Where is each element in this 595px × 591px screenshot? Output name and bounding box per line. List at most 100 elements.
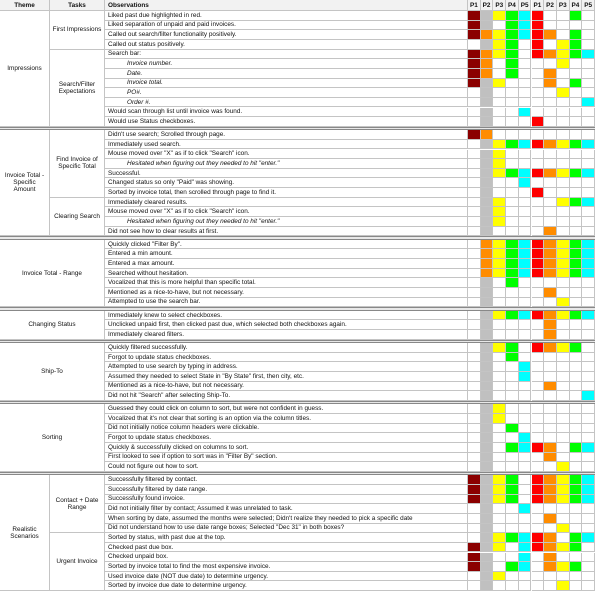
rating-cell — [582, 533, 595, 543]
rating-cell — [556, 39, 570, 50]
rating-cell — [468, 88, 481, 98]
rating-cell — [582, 404, 595, 414]
rating-cell — [480, 217, 494, 227]
rating-cell — [531, 178, 545, 189]
observation: Did not understand how to use date range… — [105, 523, 468, 534]
rating-cell — [506, 452, 519, 463]
rating-cell — [480, 178, 494, 189]
rating-cell — [582, 11, 595, 21]
rating-cell — [480, 278, 494, 288]
rating-cell — [544, 542, 557, 553]
rating-cell — [518, 423, 532, 434]
rating-cell — [556, 78, 570, 89]
rating-cell — [556, 297, 570, 308]
rating-cell — [518, 297, 532, 308]
rating-cell — [531, 226, 545, 237]
rating-cell — [493, 207, 507, 218]
rating-cell — [531, 159, 545, 169]
rating-cell — [556, 278, 570, 288]
rating-cell — [556, 462, 570, 472]
rating-cell — [531, 391, 545, 401]
rating-cell — [493, 178, 507, 189]
rating-cell — [531, 107, 545, 118]
rating-cell — [531, 452, 545, 463]
rating-cell — [493, 504, 507, 514]
rating-cell — [506, 391, 519, 401]
rating-cell — [531, 352, 545, 363]
rating-cell — [569, 207, 583, 218]
rating-cell — [569, 571, 583, 582]
observation: Assumed they needed to select State in "… — [105, 372, 468, 382]
rating-cell — [556, 30, 570, 40]
section-separator — [0, 471, 595, 476]
rating-cell — [582, 523, 595, 534]
rating-cell — [480, 523, 494, 534]
rating-cell — [518, 30, 532, 40]
rating-cell — [531, 423, 545, 434]
rating-cell — [518, 484, 532, 495]
rating-cell — [531, 462, 545, 472]
rating-cell — [582, 494, 595, 505]
rating-cell — [556, 97, 570, 108]
rating-cell — [544, 297, 557, 308]
rating-cell — [468, 320, 481, 330]
rating-cell — [493, 310, 507, 321]
rating-cell — [531, 552, 545, 563]
rating-cell — [582, 484, 595, 495]
rating-cell — [531, 343, 545, 353]
observation: Quickly & successfully clicked on column… — [105, 442, 468, 453]
rating-cell — [544, 188, 557, 198]
rating-cell — [518, 259, 532, 269]
rating-cell — [493, 59, 507, 69]
rating-cell — [569, 159, 583, 169]
rating-cell — [544, 562, 557, 572]
rating-cell — [556, 159, 570, 169]
rating-cell — [506, 249, 519, 260]
observation: Hesitated when figuring out they needed … — [105, 217, 468, 227]
rating-cell — [506, 78, 519, 89]
rating-cell — [506, 288, 519, 298]
rating-cell — [518, 39, 532, 50]
observation: Immediately knew to select checkboxes. — [105, 310, 468, 321]
rating-cell — [468, 423, 481, 434]
rating-cell — [569, 297, 583, 308]
observation: Attempted to use search by typing in add… — [105, 362, 468, 372]
rating-cell — [556, 11, 570, 21]
rating-cell — [480, 49, 494, 60]
rating-cell — [506, 139, 519, 150]
rating-cell — [531, 433, 545, 443]
rating-cell — [569, 475, 583, 485]
rating-cell — [518, 414, 532, 424]
rating-cell — [582, 197, 595, 208]
rating-cell — [493, 533, 507, 543]
rating-cell — [556, 352, 570, 363]
rating-cell — [518, 288, 532, 298]
rating-cell — [506, 404, 519, 414]
rating-cell — [556, 562, 570, 572]
rating-cell — [493, 462, 507, 472]
rating-cell — [582, 178, 595, 189]
rating-cell — [480, 571, 494, 582]
header-observations: Observations — [105, 0, 468, 11]
rating-cell — [531, 475, 545, 485]
rating-cell — [544, 362, 557, 372]
rating-cell — [556, 433, 570, 443]
rating-cell — [582, 139, 595, 150]
observation: Did not initially filter by contact; Ass… — [105, 504, 468, 514]
rating-cell — [569, 352, 583, 363]
rating-cell — [531, 49, 545, 60]
rating-cell — [569, 404, 583, 414]
rating-cell — [531, 39, 545, 50]
observation: Changed status so only "Paid" was showin… — [105, 178, 468, 189]
rating-cell — [544, 552, 557, 563]
rating-cell — [531, 562, 545, 572]
observation: Would scan through list until invoice wa… — [105, 107, 468, 118]
rating-cell — [506, 475, 519, 485]
rating-cell — [582, 278, 595, 288]
rating-cell — [531, 59, 545, 69]
observation: When sorting by date, assumed the months… — [105, 513, 468, 524]
rating-cell — [468, 571, 481, 582]
rating-cell — [531, 504, 545, 514]
rating-cell — [544, 49, 557, 60]
